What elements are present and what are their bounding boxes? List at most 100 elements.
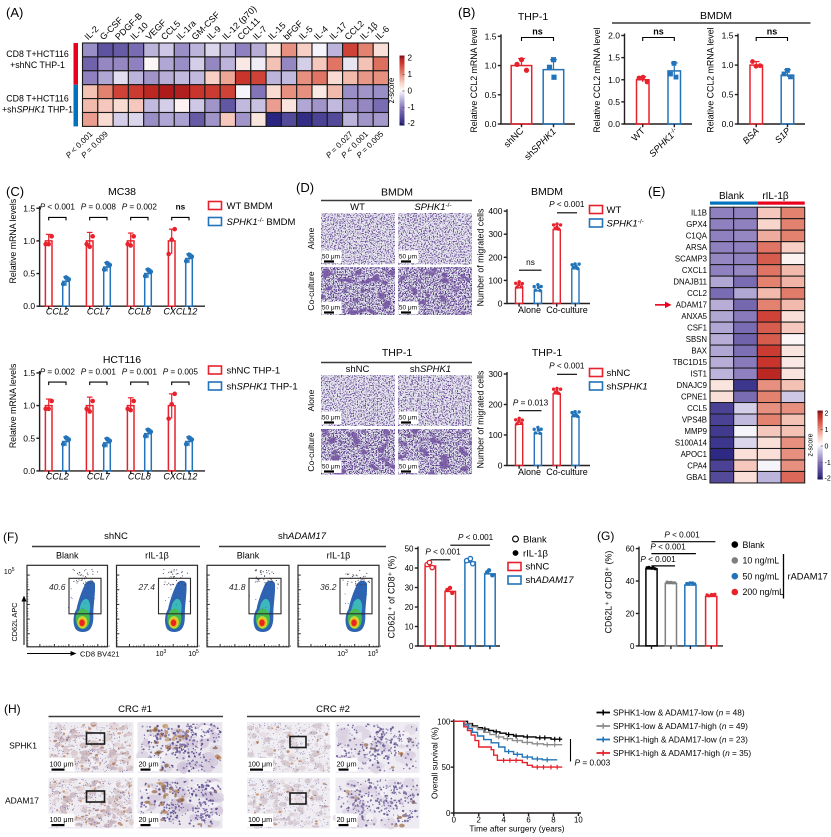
svg-text:THP-1: THP-1 bbox=[382, 347, 412, 359]
svg-text:IST1: IST1 bbox=[691, 370, 707, 379]
svg-text:CCL2: CCL2 bbox=[687, 289, 707, 298]
svg-text:2: 2 bbox=[477, 816, 481, 825]
svg-text:IL1B: IL1B bbox=[691, 209, 707, 218]
svg-text:100: 100 bbox=[488, 275, 502, 285]
svg-text:1.0: 1.0 bbox=[608, 75, 620, 85]
svg-text:1.5: 1.5 bbox=[23, 203, 35, 213]
svg-text:SPHK1: SPHK1 bbox=[9, 741, 37, 751]
svg-text:APOC1: APOC1 bbox=[681, 450, 707, 459]
svg-text:50 μm: 50 μm bbox=[322, 254, 340, 261]
svg-text:GBA1: GBA1 bbox=[686, 473, 707, 482]
svg-text:P = 0.001: P = 0.001 bbox=[122, 367, 158, 376]
svg-text:50 μm: 50 μm bbox=[322, 415, 340, 422]
svg-text:Co-culture: Co-culture bbox=[546, 467, 588, 477]
svg-text:27.4: 27.4 bbox=[137, 582, 155, 592]
svg-text:Blank: Blank bbox=[743, 540, 766, 550]
svg-text:1.0: 1.0 bbox=[23, 236, 35, 246]
svg-text:0.5: 0.5 bbox=[23, 433, 35, 443]
svg-text:(D): (D) bbox=[296, 180, 314, 195]
svg-text:P < 0.001: P < 0.001 bbox=[664, 531, 700, 540]
svg-text:0.5: 0.5 bbox=[722, 90, 734, 100]
svg-text:50 μm: 50 μm bbox=[399, 415, 417, 422]
svg-text:60: 60 bbox=[626, 545, 635, 554]
svg-text:0.0: 0.0 bbox=[23, 466, 35, 476]
svg-text:CD62L⁺ of CD8⁺ (%): CD62L⁺ of CD8⁺ (%) bbox=[604, 551, 614, 634]
svg-text:CXCL12: CXCL12 bbox=[163, 307, 197, 317]
svg-text:WT: WT bbox=[350, 202, 365, 213]
svg-text:CD8 T+HCT116: CD8 T+HCT116 bbox=[6, 94, 69, 104]
svg-text:rIL-1β: rIL-1β bbox=[327, 550, 351, 560]
svg-text:CXCL1: CXCL1 bbox=[682, 266, 707, 275]
svg-text:P < 0.001: P < 0.001 bbox=[640, 555, 676, 564]
svg-text:Overall survival (%): Overall survival (%) bbox=[430, 727, 440, 799]
svg-text:shNC: shNC bbox=[104, 531, 128, 542]
svg-text:rADAM17: rADAM17 bbox=[788, 572, 828, 582]
svg-text:-2: -2 bbox=[408, 119, 416, 128]
svg-text:CD62L APC: CD62L APC bbox=[10, 602, 19, 641]
svg-text:200: 200 bbox=[488, 400, 502, 410]
svg-text:P = 0.013: P = 0.013 bbox=[513, 399, 549, 408]
svg-text:SPHK1-high & ADAM17-low (n = 2: SPHK1-high & ADAM17-low (n = 23) bbox=[613, 735, 748, 745]
svg-text:CRC #1: CRC #1 bbox=[118, 704, 152, 715]
svg-text:shSPHK1: shSPHK1 bbox=[607, 382, 648, 393]
svg-text:1.5: 1.5 bbox=[23, 368, 35, 378]
svg-text:50 ng/mL: 50 ng/mL bbox=[743, 571, 780, 581]
svg-text:50 μm: 50 μm bbox=[322, 464, 340, 471]
svg-text:shADAM17: shADAM17 bbox=[526, 575, 575, 586]
svg-text:P < 0.001: P < 0.001 bbox=[425, 548, 461, 557]
svg-text:SPHK1-/-: SPHK1-/- bbox=[607, 218, 644, 230]
svg-text:36.2: 36.2 bbox=[320, 582, 337, 592]
svg-text:C1QA: C1QA bbox=[686, 232, 708, 241]
svg-text:1.5: 1.5 bbox=[485, 31, 497, 41]
svg-text:-2: -2 bbox=[825, 476, 831, 483]
svg-text:shSPHK1: shSPHK1 bbox=[522, 126, 558, 162]
svg-text:CCL7: CCL7 bbox=[87, 471, 111, 481]
svg-text:Blank: Blank bbox=[523, 535, 547, 546]
svg-text:200 ng/mL: 200 ng/mL bbox=[743, 587, 785, 597]
svg-text:P = 0.002: P = 0.002 bbox=[122, 203, 158, 212]
svg-text:0.0: 0.0 bbox=[722, 119, 734, 129]
svg-text:SPHK1-low & ADAM17-low (n = 48: SPHK1-low & ADAM17-low (n = 48) bbox=[613, 708, 745, 718]
svg-text:2: 2 bbox=[408, 54, 413, 63]
svg-text:Relative CCL2 mRNA level: Relative CCL2 mRNA level bbox=[706, 27, 716, 132]
svg-text:41.8: 41.8 bbox=[229, 582, 246, 592]
svg-text:+shSPHK1 THP-1: +shSPHK1 THP-1 bbox=[2, 105, 73, 115]
svg-text:0.5: 0.5 bbox=[608, 97, 620, 107]
svg-text:20 μm: 20 μm bbox=[138, 815, 158, 824]
svg-text:10 ng/mL: 10 ng/mL bbox=[743, 556, 780, 566]
svg-text:CSF1: CSF1 bbox=[687, 324, 707, 333]
svg-text:ns: ns bbox=[532, 27, 543, 37]
svg-text:P = 0.008: P = 0.008 bbox=[81, 203, 117, 212]
svg-text:shSPHK1 THP-1: shSPHK1 THP-1 bbox=[227, 382, 298, 393]
svg-text:S1P: S1P bbox=[773, 125, 793, 145]
svg-text:BMDM: BMDM bbox=[531, 186, 563, 198]
svg-text:CPA4: CPA4 bbox=[687, 462, 707, 471]
svg-text:0: 0 bbox=[498, 461, 503, 471]
svg-text:4: 4 bbox=[501, 816, 506, 825]
svg-text:200: 200 bbox=[488, 252, 502, 262]
svg-text:P = 0.002: P = 0.002 bbox=[40, 367, 76, 376]
svg-text:100 μm: 100 μm bbox=[248, 815, 272, 824]
svg-text:WT BMDM: WT BMDM bbox=[227, 201, 273, 212]
svg-text:CCL2: CCL2 bbox=[46, 307, 69, 317]
svg-text:50 μm: 50 μm bbox=[399, 254, 417, 261]
svg-text:20: 20 bbox=[626, 609, 635, 618]
svg-text:2.0: 2.0 bbox=[608, 31, 620, 41]
svg-text:1.0: 1.0 bbox=[23, 401, 35, 411]
svg-text:WT: WT bbox=[607, 205, 622, 216]
svg-text:CCL5: CCL5 bbox=[687, 404, 708, 413]
svg-text:BMDM: BMDM bbox=[700, 10, 732, 22]
svg-text:CCL2: CCL2 bbox=[46, 471, 69, 481]
svg-text:+shNC THP-1: +shNC THP-1 bbox=[10, 60, 65, 70]
svg-text:z-score: z-score bbox=[387, 78, 396, 104]
svg-text:105: 105 bbox=[368, 649, 379, 658]
svg-text:CCL8: CCL8 bbox=[128, 471, 151, 481]
svg-text:P = 0.001: P = 0.001 bbox=[81, 367, 117, 376]
svg-text:P = 0.005: P = 0.005 bbox=[163, 367, 199, 376]
svg-text:50 μm: 50 μm bbox=[322, 305, 340, 312]
svg-text:MMP9: MMP9 bbox=[684, 427, 707, 436]
svg-text:1: 1 bbox=[408, 70, 413, 79]
svg-text:0.5: 0.5 bbox=[23, 269, 35, 279]
svg-text:Co-culture: Co-culture bbox=[306, 432, 316, 471]
svg-text:ns: ns bbox=[653, 27, 664, 37]
